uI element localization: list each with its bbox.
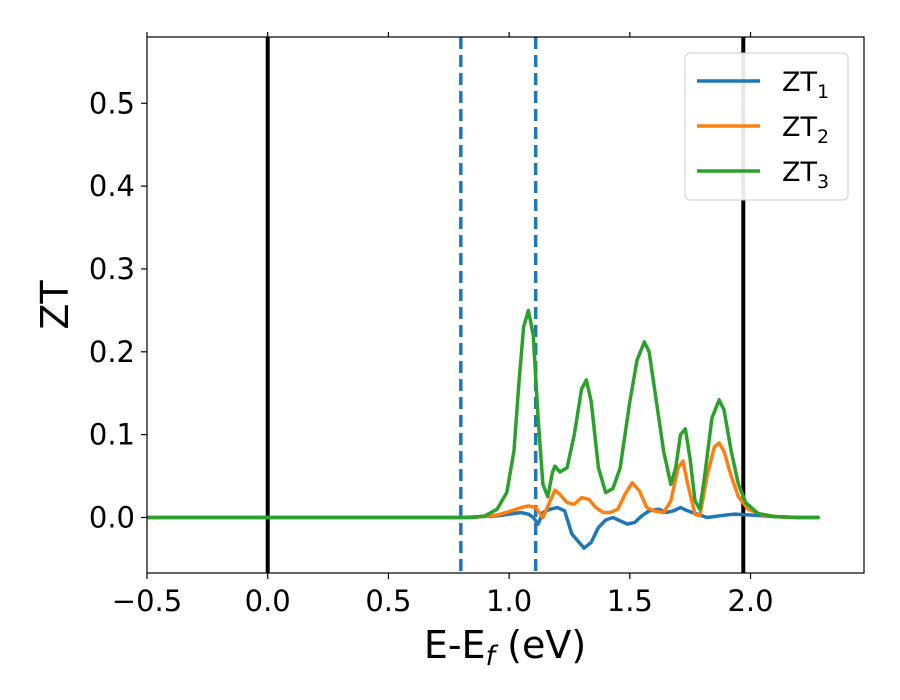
plot-frame xyxy=(146,36,865,574)
x-tick-label: −0.5 xyxy=(112,584,182,618)
legend-label-zt2: ZT2 xyxy=(782,112,829,148)
x-tick-label: 1.5 xyxy=(607,584,653,618)
legend-label-zt3: ZT3 xyxy=(782,157,829,193)
series-layer xyxy=(147,308,820,550)
y-tick-label: 0.1 xyxy=(89,418,135,452)
x-axis-label: E-Ef (eV) xyxy=(424,623,586,672)
y-axis-label: ZT xyxy=(33,280,77,330)
y-tick-label: 0.3 xyxy=(89,252,135,286)
x-axis: −0.5 0.0 0.5 1.0 1.5 2.0 xyxy=(112,32,774,618)
series-line-zt2 xyxy=(147,441,820,520)
series-line-zt1 xyxy=(147,505,820,550)
x-tick-label: 0.5 xyxy=(365,584,411,618)
y-tick-label: 0.0 xyxy=(89,500,135,534)
x-tick-label: 0.0 xyxy=(245,584,291,618)
y-tick-label: 0.5 xyxy=(89,86,135,120)
y-axis: 0.0 0.1 0.2 0.3 0.4 0.5 xyxy=(89,86,147,534)
legend-box xyxy=(684,52,849,201)
x-tick-label: 1.0 xyxy=(486,584,532,618)
x-tick-label: 2.0 xyxy=(727,584,773,618)
series-line-zt3 xyxy=(147,308,820,520)
y-tick-label: 0.4 xyxy=(89,169,135,203)
y-tick-label: 0.2 xyxy=(89,335,135,369)
legend-label-zt1: ZT1 xyxy=(782,67,829,103)
legend: ZT1 ZT2 ZT3 xyxy=(684,52,849,201)
